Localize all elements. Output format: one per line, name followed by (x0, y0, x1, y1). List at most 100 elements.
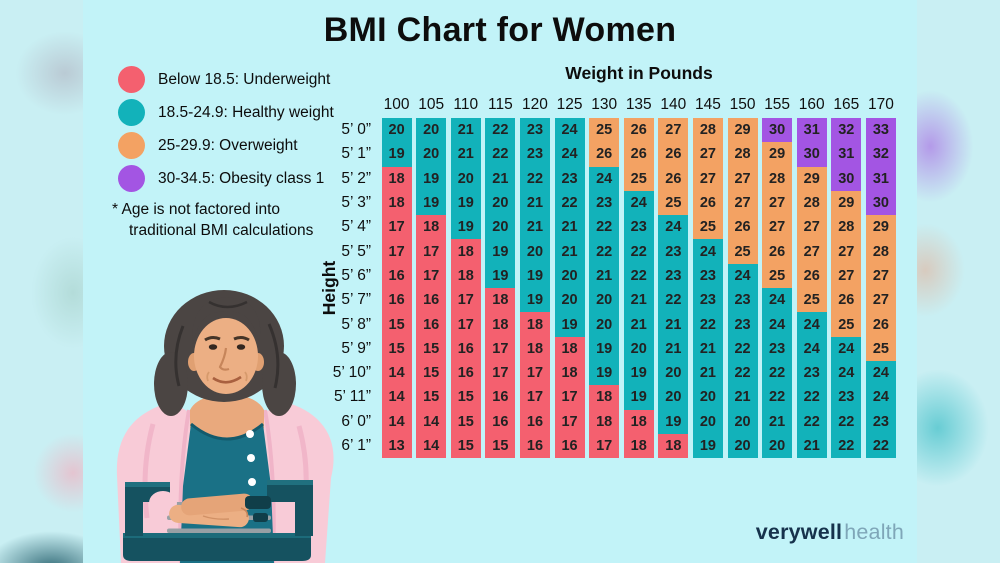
bmi-cell: 20 (658, 385, 689, 410)
brand-health: health (844, 520, 904, 544)
bmi-cell: 21 (692, 360, 723, 386)
bmi-cell: 20 (589, 312, 620, 337)
bmi-cell: 16 (519, 409, 550, 434)
bmi-cell: 16 (416, 288, 447, 313)
bmi-cell: 17 (381, 215, 412, 240)
bmi-cell: 15 (381, 312, 412, 337)
bmi-cell: 19 (381, 142, 412, 167)
height-row-label: 5’ 4” (341, 218, 371, 236)
weight-column-header: 115 (488, 95, 513, 113)
bmi-cell: 21 (519, 190, 550, 216)
bmi-cell: 28 (762, 166, 793, 191)
bmi-cell: 20 (727, 433, 758, 459)
bmi-cell: 22 (589, 215, 620, 240)
bmi-cell: 26 (762, 239, 793, 264)
legend-item-underweight: Below 18.5: Underweight (118, 66, 334, 93)
bmi-cell: 27 (762, 215, 793, 240)
bmi-cell: 22 (865, 433, 896, 459)
bmi-cell: 15 (450, 409, 481, 434)
bmi-cell: 23 (727, 288, 758, 313)
bmi-cell: 27 (831, 263, 862, 289)
bmi-cell: 14 (416, 433, 447, 459)
legend-label: Below 18.5: Underweight (158, 70, 331, 88)
bmi-cell: 30 (796, 142, 827, 167)
bmi-cell: 18 (658, 433, 689, 459)
bmi-cell: 23 (623, 215, 654, 240)
underweight-color-dot-icon (118, 66, 145, 93)
bmi-cell: 19 (623, 385, 654, 410)
bmi-cell: 23 (865, 409, 896, 434)
bmi-cell: 14 (416, 409, 447, 434)
bmi-cell: 20 (658, 360, 689, 386)
bmi-cell: 17 (416, 239, 447, 264)
bmi-cell: 17 (519, 360, 550, 386)
bmi-cell: 15 (416, 385, 447, 410)
bmi-cell: 21 (796, 433, 827, 459)
bmi-cell: 26 (623, 118, 654, 143)
weight-column-header: 140 (660, 95, 687, 113)
bmi-cell: 29 (727, 118, 758, 143)
weight-column-header: 100 (383, 95, 410, 113)
bmi-cell: 22 (796, 409, 827, 434)
bmi-cell: 17 (554, 409, 585, 434)
bmi-cell: 20 (416, 118, 447, 143)
bmi-cell: 19 (589, 336, 620, 361)
bmi-cell: 21 (554, 239, 585, 264)
bmi-cell: 25 (589, 118, 620, 143)
height-row-label: 6’ 0” (341, 412, 371, 430)
bmi-cell: 24 (796, 336, 827, 361)
bmi-cell: 27 (762, 190, 793, 216)
height-row-label: 5’ 5” (341, 242, 371, 260)
legend-item-healthy: 18.5-24.9: Healthy weight (118, 99, 334, 126)
bmi-cell: 21 (623, 312, 654, 337)
bmi-cell: 28 (692, 118, 723, 143)
bmi-cell: 20 (692, 385, 723, 410)
bmi-cell: 26 (589, 142, 620, 167)
bmi-cell: 23 (796, 360, 827, 386)
bmi-cell: 27 (865, 263, 896, 289)
bmi-cell: 20 (727, 409, 758, 434)
bmi-cell: 24 (762, 288, 793, 313)
bmi-cell: 29 (865, 215, 896, 240)
weight-column-header: 165 (833, 95, 860, 113)
bmi-cell: 26 (692, 190, 723, 216)
bmi-cell: 22 (485, 142, 516, 167)
bmi-cell: 23 (519, 142, 550, 167)
bmi-cell: 22 (796, 385, 827, 410)
bmi-cell: 22 (727, 336, 758, 361)
bmi-cell: 14 (381, 385, 412, 410)
healthy-color-dot-icon (118, 99, 145, 126)
bmi-cell: 25 (727, 239, 758, 264)
bmi-cell: 25 (865, 336, 896, 361)
bmi-cell: 24 (762, 312, 793, 337)
bmi-cell: 27 (692, 166, 723, 191)
legend-item-obesity1: 30-34.5: Obesity class 1 (118, 165, 334, 192)
bmi-cell: 22 (831, 409, 862, 434)
bmi-cell: 16 (485, 385, 516, 410)
bmi-cell: 21 (658, 336, 689, 361)
bmi-cell: 22 (762, 385, 793, 410)
bmi-table: 100 105 110 115 120 125 130 135 140 145 150 155 160 1… (317, 91, 896, 459)
bmi-cell: 28 (796, 190, 827, 216)
weight-column-header: 155 (764, 95, 791, 113)
bmi-cell: 23 (692, 288, 723, 313)
bmi-cell: 24 (796, 312, 827, 337)
bmi-cell: 23 (658, 239, 689, 264)
bmi-cell: 16 (450, 360, 481, 386)
weight-column-header: 160 (798, 95, 825, 113)
bmi-cell: 23 (762, 336, 793, 361)
bmi-cell: 26 (658, 166, 689, 191)
bmi-cell: 24 (554, 118, 585, 143)
bmi-cell: 31 (831, 142, 862, 167)
height-row-label: 5’ 7” (341, 291, 371, 309)
bmi-cell: 16 (381, 263, 412, 289)
bmi-cell: 27 (692, 142, 723, 167)
bmi-cell: 23 (589, 190, 620, 216)
bmi-cell: 17 (554, 385, 585, 410)
bmi-cell: 23 (554, 166, 585, 191)
bmi-cell: 30 (865, 190, 896, 216)
bmi-cell: 30 (831, 166, 862, 191)
bmi-cell: 26 (796, 263, 827, 289)
bmi-cell: 18 (589, 409, 620, 434)
height-row-label: 5’ 11” (333, 388, 371, 406)
